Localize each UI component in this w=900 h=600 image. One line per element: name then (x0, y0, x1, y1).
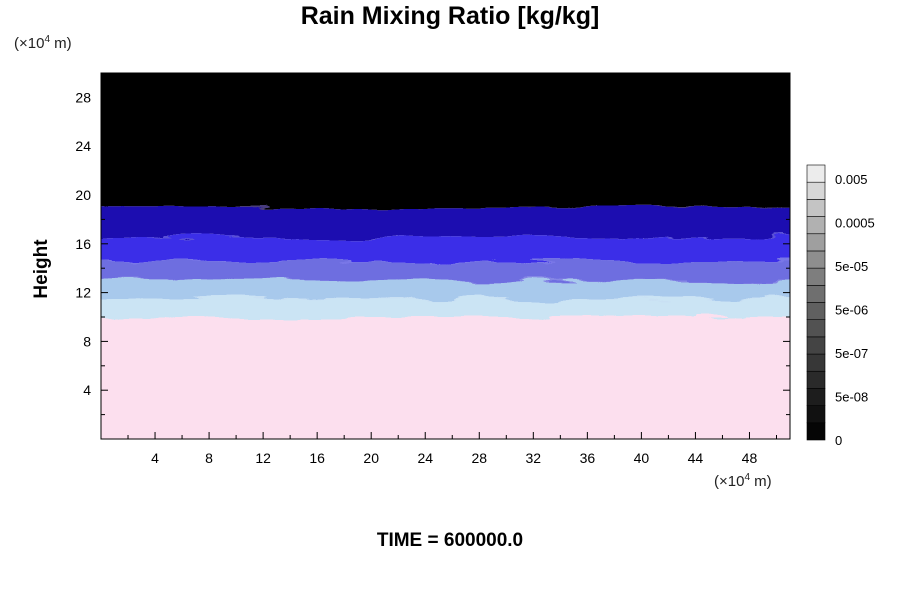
colorbar-swatch (806, 319, 826, 338)
x-unit-prefix: (×10 (714, 473, 745, 490)
colorbar-swatch (806, 353, 826, 372)
y-tick-label: 12 (75, 285, 91, 301)
x-unit-exponent: 4 (744, 472, 751, 483)
colorbar-swatch (806, 302, 826, 320)
y-unit-suffix: m) (50, 35, 72, 52)
y-tick-label: 28 (75, 89, 91, 105)
y-unit-exponent: 4 (44, 34, 51, 45)
x-unit-suffix: m) (750, 473, 772, 490)
y-tick-label: 20 (75, 187, 91, 203)
heatmap-band (101, 262, 790, 281)
x-tick-label: 36 (580, 450, 596, 466)
y-tick-label: 16 (75, 236, 91, 252)
colorbar-swatch (806, 267, 826, 286)
heatmap-band (101, 207, 790, 238)
colorbar-swatch (806, 370, 826, 389)
colorbar-label: 0 (835, 433, 842, 448)
heatmap-band (101, 317, 790, 439)
y-unit-prefix: (×10 (14, 35, 45, 52)
x-axis-unit: (×104 m) (714, 472, 772, 490)
chart-title: Rain Mixing Ratio [kg/kg] (300, 2, 600, 30)
x-tick-label: 40 (634, 450, 650, 466)
time-label: TIME = 600000.0 (376, 530, 524, 551)
colorbar-swatch (806, 181, 826, 200)
y-tick-label: 24 (75, 138, 91, 154)
colorbar-swatch (806, 388, 826, 406)
y-axis-unit: (×104 m) (14, 34, 72, 52)
plot-frame (100, 72, 791, 440)
colorbar-swatch (806, 285, 826, 303)
x-tick-label: 32 (526, 450, 542, 466)
x-tick-label: 16 (309, 450, 325, 466)
colorbar-swatch (806, 164, 826, 183)
colorbar-swatch (806, 250, 826, 269)
y-tick-label: 8 (83, 333, 91, 349)
x-tick-label: 44 (688, 450, 704, 466)
colorbar-swatch (806, 233, 826, 252)
colorbar-swatch (806, 405, 826, 424)
colorbar-swatch (806, 422, 826, 441)
colorbar-label: 5e-08 (835, 390, 868, 405)
colorbar-label: 0.0005 (835, 216, 875, 231)
x-tick-label: 28 (471, 450, 487, 466)
plot-area (101, 73, 790, 439)
heatmap-band (101, 73, 790, 208)
heatmap-band (101, 298, 790, 317)
colorbar-swatch (806, 336, 826, 355)
y-tick-label: 4 (83, 382, 91, 398)
heatmap-band (101, 280, 790, 299)
colorbar-swatch (806, 199, 826, 217)
colorbar-label: 5e-07 (835, 346, 868, 361)
x-tick-label: 20 (363, 450, 379, 466)
colorbar-label: 5e-06 (835, 303, 868, 318)
colorbar-swatch (806, 216, 826, 235)
x-tick-label: 48 (742, 450, 758, 466)
colorbar-label: 0.005 (835, 172, 868, 187)
colorbar-label: 5e-05 (835, 259, 868, 274)
colorbar: 0.005 0.0005 5e-05 5e-06 5e-07 5e-08 0 (806, 164, 875, 448)
x-tick-label: 4 (151, 450, 159, 466)
x-tick-label: 8 (205, 450, 213, 466)
x-tick-label: 24 (417, 450, 433, 466)
heatmap-band (101, 237, 790, 263)
x-tick-label: 12 (255, 450, 271, 466)
